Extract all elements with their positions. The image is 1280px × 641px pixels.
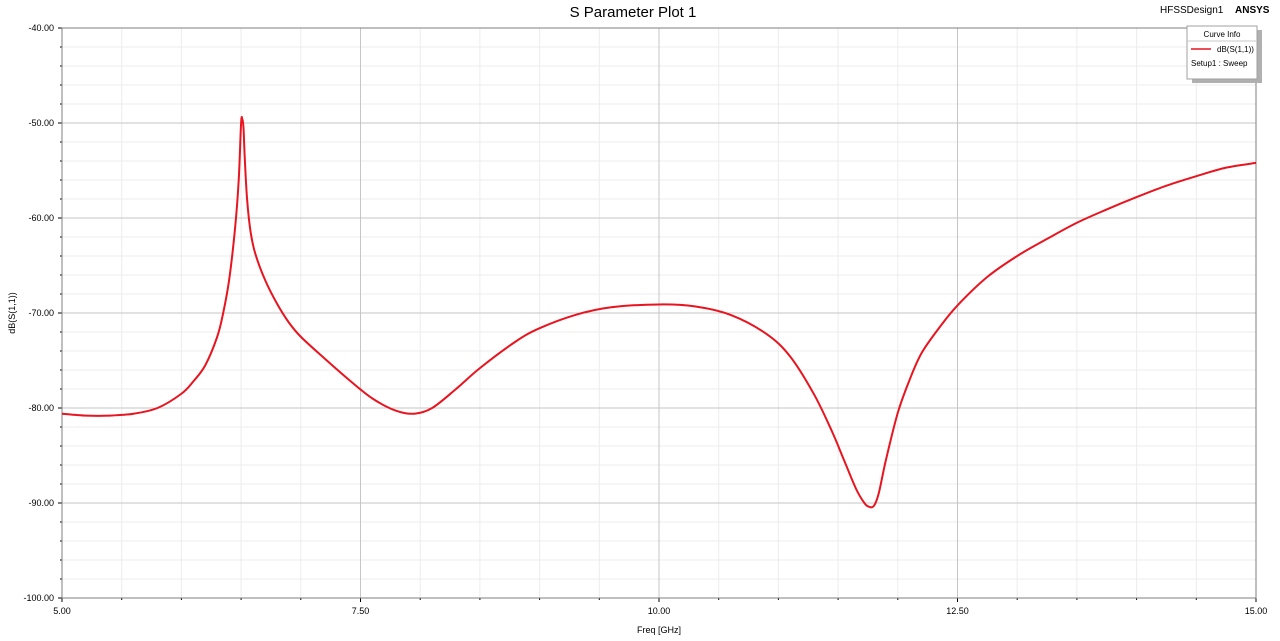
x-tick-label: 12.50 [946, 606, 969, 616]
x-axis-ticks: 5.00 7.50 10.00 12.50 15.00 [53, 598, 1267, 616]
y-tick-label: -90.00 [28, 498, 54, 508]
design-name: HFSSDesign1 [1160, 5, 1224, 16]
legend-series-label: dB(S(1,1)) [1217, 45, 1254, 54]
y-tick-label: -60.00 [28, 213, 54, 223]
y-axis-ticks: -40.00 -50.00 -60.00 -70.00 -80.00 -90.00 -100… [23, 23, 62, 603]
brand-logo: ANSYS [1235, 5, 1270, 16]
legend[interactable]: Curve Info dB(S(1,1)) Setup1 : Sweep [1186, 25, 1262, 83]
x-tick-label: 15.00 [1245, 606, 1268, 616]
y-tick-label: -80.00 [28, 403, 54, 413]
x-tick-label: 5.00 [53, 606, 71, 616]
y-tick-label: -50.00 [28, 118, 54, 128]
y-axis-label: dB(S(1,1)) [7, 292, 17, 334]
x-tick-label: 10.00 [648, 606, 671, 616]
legend-setup-label: Setup1 : Sweep [1191, 59, 1248, 68]
x-tick-label: 7.50 [352, 606, 370, 616]
legend-title: Curve Info [1204, 30, 1241, 39]
y-tick-label: -100.00 [23, 593, 54, 603]
plot-frame [61, 27, 1257, 599]
chart-title: S Parameter Plot 1 [570, 4, 697, 21]
x-axis-label: Freq [GHz] [637, 625, 681, 635]
series-line-dbs11 [61, 116, 1257, 509]
y-tick-label: -70.00 [28, 308, 54, 318]
y-tick-label: -40.00 [28, 23, 54, 33]
